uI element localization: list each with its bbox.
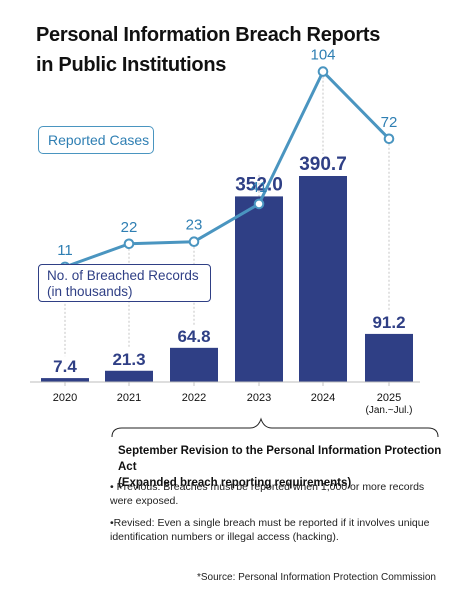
chart-title-line2: in Public Institutions [36,54,227,76]
line-label-2025: 72 [381,114,398,131]
line-label-2023: 41 [251,179,268,196]
x-tick-labels: 2020 2021 2022 2023 2024 2025(Jan.~Jul.) [53,392,413,416]
x-tick-2025: 2025 [377,392,401,404]
revision-note-revised: •Revised: Even a single breach must be r… [110,517,430,543]
revision-note-heading: September Revision to the Personal Infor… [118,443,448,491]
bar-2023 [235,196,283,382]
x-tick-2021: 2021 [117,392,141,404]
line-point-2021 [123,238,135,250]
bar-series [41,176,413,382]
reported-cases-line [64,70,391,269]
x-tick-2024: 2024 [311,392,335,404]
line-label-2022: 23 [186,217,203,234]
line-point-2024 [317,66,329,77]
bar-2024 [299,176,347,382]
line-label-2024: 104 [310,47,335,64]
x-tick-2023: 2023 [247,392,271,404]
line-point-2022 [188,236,200,247]
revision-note-heading-line1: September Revision to the Personal Infor… [118,445,442,473]
revision-note-previous: • Previous: Breaches must be reported wh… [110,481,425,507]
source-note: *Source: Personal Information Protection… [197,572,436,583]
line-label-2020: 11 [57,242,73,259]
bar-label-2021: 21.3 [112,350,145,369]
bar-label-2024: 390.7 [299,154,347,175]
x-tick-sub-2025: (Jan.~Jul.) [366,405,413,416]
bar-2022 [170,347,218,382]
legend-breached-records-line2: (in thousands) [47,284,133,299]
bar-label-2022: 64.8 [177,327,210,346]
line-value-labels: 11 22 23 41 104 72 [57,47,397,259]
revision-note-body: • Previous: Breaches must be reported wh… [110,480,440,552]
bar-label-2020: 7.4 [53,357,77,376]
chart-title-line1: Personal Information Breach Reports [36,24,381,46]
revision-note-heading-line2: (Expanded breach reporting requirements) [118,477,352,489]
legend-reported-cases: Reported Cases [38,126,154,154]
bar-2021 [105,370,153,382]
line-point-2023 [253,198,265,210]
legend-reported-cases-label: Reported Cases [48,132,150,148]
revision-bracket [111,417,439,438]
legend-breached-records: No. of Breached Records (in thousands) [38,264,211,302]
bar-2020 [41,378,89,382]
line-point-2025 [383,133,395,145]
x-tick-2022: 2022 [182,392,206,404]
bar-2025 [365,333,413,382]
bar-label-2025: 91.2 [372,313,405,332]
line-label-2021: 22 [121,219,138,236]
legend-breached-records-line1: No. of Breached Records [47,268,199,283]
chart-title: Personal Information Breach Reports in P… [36,20,436,80]
x-tick-2020: 2020 [53,392,77,404]
